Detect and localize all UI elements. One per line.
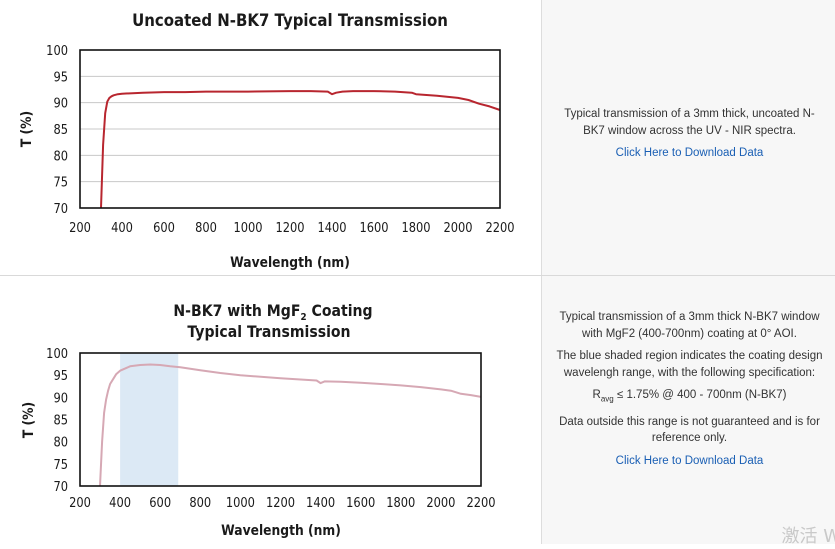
coating-range-shade: [120, 353, 178, 486]
description-text-1: Typical transmission of a 3mm thick N-BK…: [554, 309, 825, 342]
chart-cell-uncoated: Uncoated N-BK7 Typical Transmission 200 4…: [0, 0, 541, 275]
x-tick-label: 1400: [306, 495, 335, 510]
uncoated-transmission-chart: Uncoated N-BK7 Typical Transmission 200 4…: [0, 0, 541, 276]
x-tick-label: 600: [149, 495, 171, 510]
description-text-2: The blue shaded region indicates the coa…: [554, 348, 825, 381]
x-tick-label: 1400: [317, 220, 346, 235]
y-tick-label: 90: [53, 96, 68, 111]
description-text-3: Data outside this range is not guarantee…: [554, 414, 825, 447]
y-tick-label: 80: [53, 149, 68, 164]
y-tick-label: 75: [53, 175, 68, 190]
y-tick-label: 85: [53, 122, 68, 137]
chart-title: Uncoated N-BK7 Typical Transmission: [132, 10, 448, 30]
x-axis-label: Wavelength (nm): [230, 255, 350, 271]
y-tick-label: 95: [53, 368, 68, 383]
x-tick-label: 1600: [346, 495, 375, 510]
activation-watermark: 激活 W: [781, 522, 835, 548]
x-tick-label: 1000: [226, 495, 255, 510]
chart-cell-mgf2: N-BK7 with MgF2 Coating Typical Transmis…: [0, 276, 541, 544]
x-tick-label: 400: [109, 495, 131, 510]
y-tick-label: 70: [53, 479, 68, 494]
transmission-line: [101, 91, 500, 208]
chart-title-line2: Typical Transmission: [187, 322, 350, 341]
x-tick-label: 2200: [466, 495, 495, 510]
description-panel-uncoated: Typical transmission of a 3mm thick, unc…: [541, 0, 835, 275]
x-axis-label: Wavelength (nm): [221, 523, 341, 539]
transmission-series: [101, 91, 500, 208]
y-tick-label: 75: [53, 457, 68, 472]
y-axis-label: T (%): [19, 111, 35, 147]
description-panel-mgf2: Typical transmission of a 3mm thick N-BK…: [541, 276, 835, 544]
x-tick-label: 400: [111, 220, 133, 235]
x-tick-label: 1200: [275, 220, 304, 235]
x-tick-label: 1000: [233, 220, 262, 235]
coating-spec: Ravg ≤ 1.75% @ 400 - 700nm (N-BK7): [554, 387, 825, 408]
x-tick-label: 600: [153, 220, 175, 235]
y-axis-label: T (%): [21, 402, 37, 438]
x-tick-label: 2200: [485, 220, 514, 235]
coating-design-range: [120, 353, 178, 486]
x-tick-label: 2000: [443, 220, 472, 235]
chart-row-uncoated: Uncoated N-BK7 Typical Transmission 200 4…: [0, 0, 835, 276]
x-tick-label: 1600: [359, 220, 388, 235]
mgf2-coated-transmission-chart: N-BK7 with MgF2 Coating Typical Transmis…: [0, 276, 541, 544]
chart-title-line1: N-BK7 with MgF2 Coating: [173, 301, 372, 323]
axes: 200 400 600 800 1000 1200 1400 1600 1800 2000 2200…: [46, 43, 514, 235]
y-tick-label: 100: [46, 346, 68, 361]
y-tick-label: 85: [53, 413, 68, 428]
y-tick-label: 80: [53, 435, 68, 450]
y-tick-label: 90: [53, 391, 68, 406]
x-tick-label: 800: [195, 220, 217, 235]
x-tick-label: 1800: [401, 220, 430, 235]
axes: 200 400 600 800 1000 1200 1400 1600 1800 2000 2200…: [46, 346, 495, 510]
y-tick-label: 95: [53, 70, 68, 85]
chart-row-mgf2: N-BK7 with MgF2 Coating Typical Transmis…: [0, 276, 835, 544]
x-tick-label: 200: [69, 220, 91, 235]
y-tick-label: 70: [53, 201, 68, 216]
x-tick-label: 2000: [426, 495, 455, 510]
x-tick-label: 1200: [266, 495, 295, 510]
download-data-link[interactable]: Click Here to Download Data: [616, 453, 764, 470]
x-tick-label: 200: [69, 495, 91, 510]
x-tick-label: 1800: [386, 495, 415, 510]
download-data-link[interactable]: Click Here to Download Data: [616, 145, 764, 162]
x-tick-label: 800: [189, 495, 211, 510]
y-tick-label: 100: [46, 43, 68, 58]
description-text: Typical transmission of a 3mm thick, unc…: [554, 106, 825, 139]
